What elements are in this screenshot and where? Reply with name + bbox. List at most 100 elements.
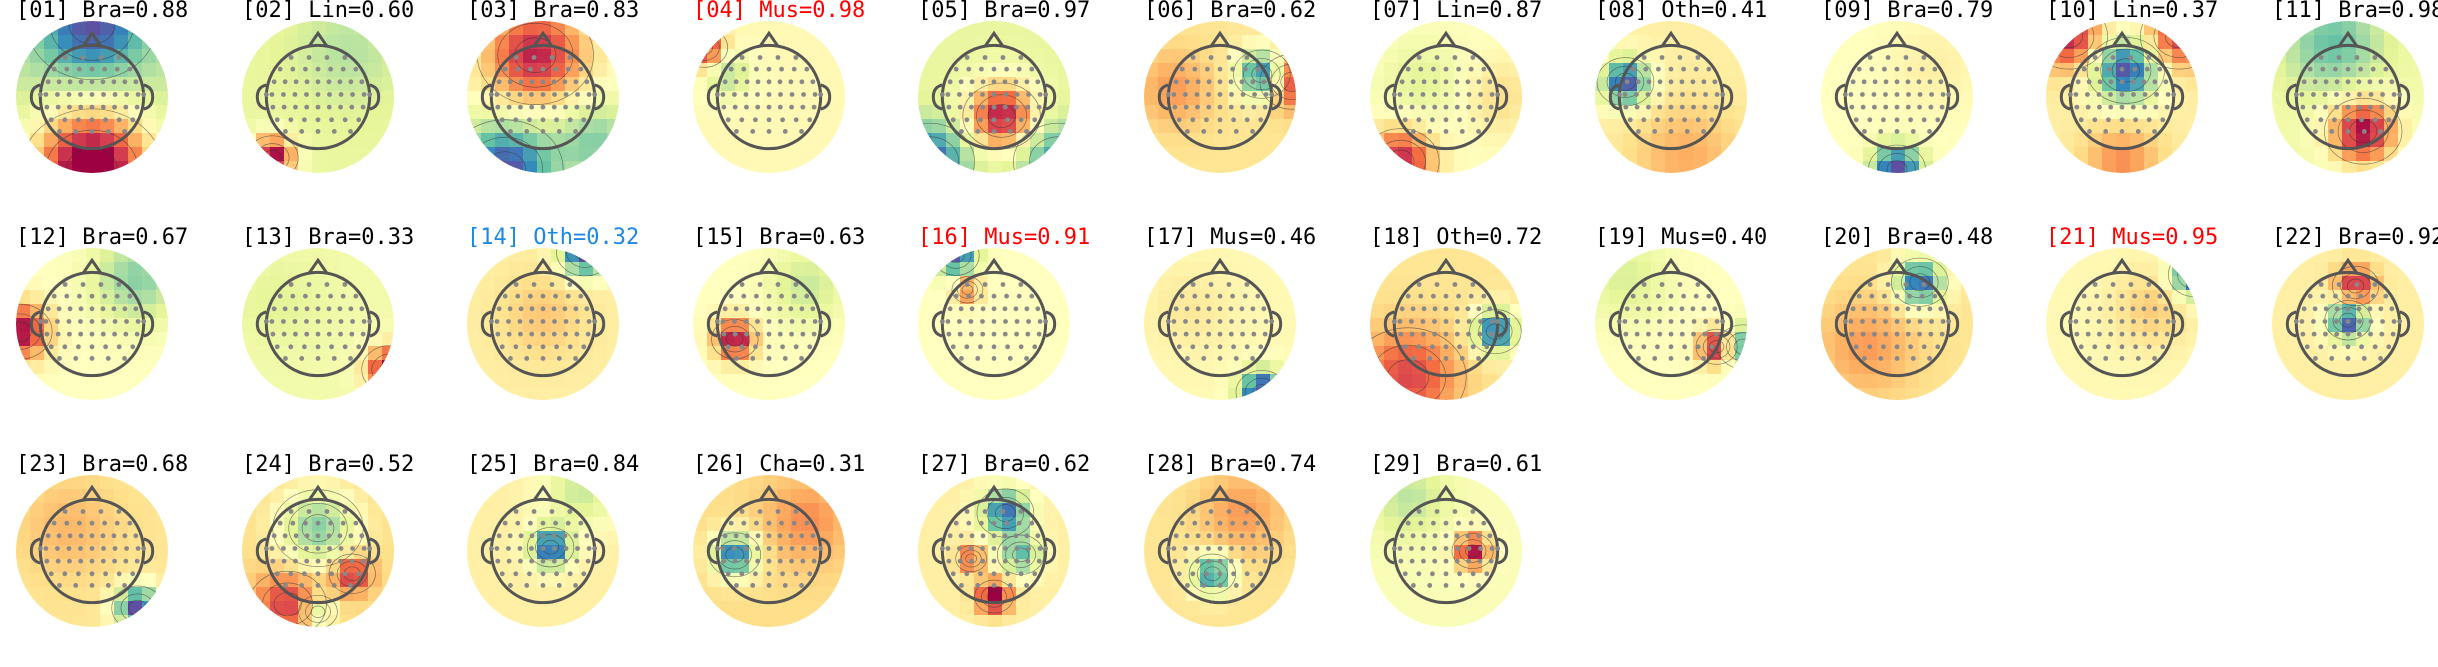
- left-ear-outline: [1157, 537, 1169, 565]
- sensor-dot: [947, 79, 953, 85]
- sensor-dot: [495, 558, 501, 564]
- sensor-dot: [2378, 356, 2383, 361]
- sensor-dot: [1204, 117, 1209, 123]
- sensor-dot: [2311, 319, 2316, 324]
- sensor-dot: [1921, 344, 1927, 350]
- contour-line: [918, 122, 975, 173]
- sensor-dot: [1470, 55, 1476, 60]
- sensor-dot: [1443, 92, 1449, 97]
- sensor-dot: [1173, 533, 1179, 539]
- sensor-dot: [789, 319, 795, 324]
- sensor-dot: [288, 571, 294, 577]
- topomap-panel: [24] Bra=0.52: [242, 452, 414, 627]
- component-label: [13] Bra=0.33: [242, 225, 414, 250]
- sensor-dot: [964, 344, 970, 350]
- sensor-dot: [744, 306, 750, 312]
- sensor-dot: [1862, 356, 1867, 361]
- sensor-dot: [959, 129, 964, 134]
- sensor-dot: [1427, 129, 1433, 134]
- sensor-dot: [581, 117, 587, 123]
- nose-outline: [983, 257, 1005, 275]
- sensor-dot: [326, 104, 332, 110]
- sensor-dot: [775, 282, 781, 287]
- contour-line: [1005, 541, 1036, 568]
- sensor-dot: [801, 546, 806, 551]
- sensor-dot: [1443, 558, 1449, 564]
- sensor-dot: [1848, 92, 1854, 97]
- sensor-dot: [1695, 117, 1701, 123]
- sensor-dot: [1641, 117, 1647, 123]
- sensor-dot: [554, 344, 559, 350]
- sensor-dot: [978, 344, 983, 350]
- sensor-dot: [1002, 306, 1008, 312]
- sensor-dot: [1443, 533, 1449, 539]
- sensor-dot: [1398, 558, 1404, 564]
- topomap-panel: [08] Oth=0.41: [1595, 0, 1767, 173]
- sensor-dot: [753, 520, 759, 526]
- right-ear-outline: [1948, 83, 1960, 111]
- topomap-heatmap: [1595, 248, 1747, 400]
- sensor-dot: [1217, 104, 1223, 110]
- sensor-dot: [1432, 79, 1438, 85]
- left-ear-outline: [1157, 310, 1169, 338]
- sensor-dot: [2146, 117, 2152, 123]
- topomap-heatmap: [242, 21, 394, 173]
- sensor-dot: [2092, 117, 2098, 123]
- sensor-dot: [1940, 92, 1946, 97]
- sensor-dot: [2329, 356, 2335, 361]
- sensor-dot: [1466, 331, 1471, 337]
- sensor-dot: [1255, 520, 1261, 526]
- nose-outline: [307, 484, 329, 502]
- sensor-dot: [342, 55, 348, 60]
- sensor-dot: [766, 520, 772, 526]
- sensor-dot: [1878, 129, 1884, 134]
- sensor-dot: [1634, 92, 1639, 97]
- sensor-dot: [1229, 546, 1234, 551]
- sensor-dot: [100, 104, 106, 110]
- sensor-dot: [2085, 331, 2091, 337]
- sensor-dot: [1714, 92, 1720, 97]
- sensor-dot: [982, 55, 988, 60]
- sensor-dot: [1643, 66, 1649, 72]
- sensor-dot: [1682, 344, 1687, 350]
- sensor-dot: [2144, 66, 2150, 72]
- contour-line: [1028, 136, 1070, 173]
- sensor-dot: [89, 331, 95, 337]
- sensor-dot: [1192, 520, 1198, 526]
- sensor-dot: [78, 104, 84, 110]
- sensor-dot: [1228, 331, 1234, 337]
- sensor-dot: [1894, 319, 1900, 324]
- sensor-dot: [124, 546, 129, 551]
- sensor-dot: [2318, 282, 2324, 287]
- sensor-dot: [1443, 117, 1449, 123]
- sensor-dot: [1481, 520, 1487, 526]
- sensor-dot: [807, 117, 813, 123]
- sensor-dot: [1459, 129, 1465, 134]
- sensor-dot: [2345, 79, 2351, 85]
- sensor-dot: [141, 546, 147, 551]
- sensor-dot: [2074, 331, 2080, 337]
- sensor-dot: [1258, 117, 1264, 123]
- sensor-dot: [2345, 104, 2351, 110]
- sensor-dot: [1420, 546, 1426, 551]
- sensor-dot: [281, 319, 286, 324]
- sensor-dot: [1201, 129, 1207, 134]
- sensor-dot: [575, 92, 580, 97]
- sensor-dot: [778, 92, 783, 97]
- sensor-dot: [1263, 319, 1269, 324]
- contour-line: [1013, 122, 1070, 173]
- sensor-dot: [315, 546, 321, 551]
- sensor-dot: [2154, 92, 2159, 97]
- sensor-dot: [757, 55, 763, 60]
- sensor-dot: [779, 293, 785, 299]
- sensor-dot: [1250, 583, 1255, 588]
- sensor-dot: [51, 520, 57, 526]
- nose-outline: [532, 484, 554, 502]
- sensor-dot: [1002, 79, 1008, 85]
- sensor-dot: [513, 509, 519, 514]
- sensor-dot: [991, 293, 997, 299]
- topomap-panel: [20] Bra=0.48: [1821, 225, 1993, 400]
- sensor-dot: [2078, 117, 2084, 123]
- sensor-dot: [293, 331, 298, 337]
- sensor-dot: [1885, 282, 1891, 287]
